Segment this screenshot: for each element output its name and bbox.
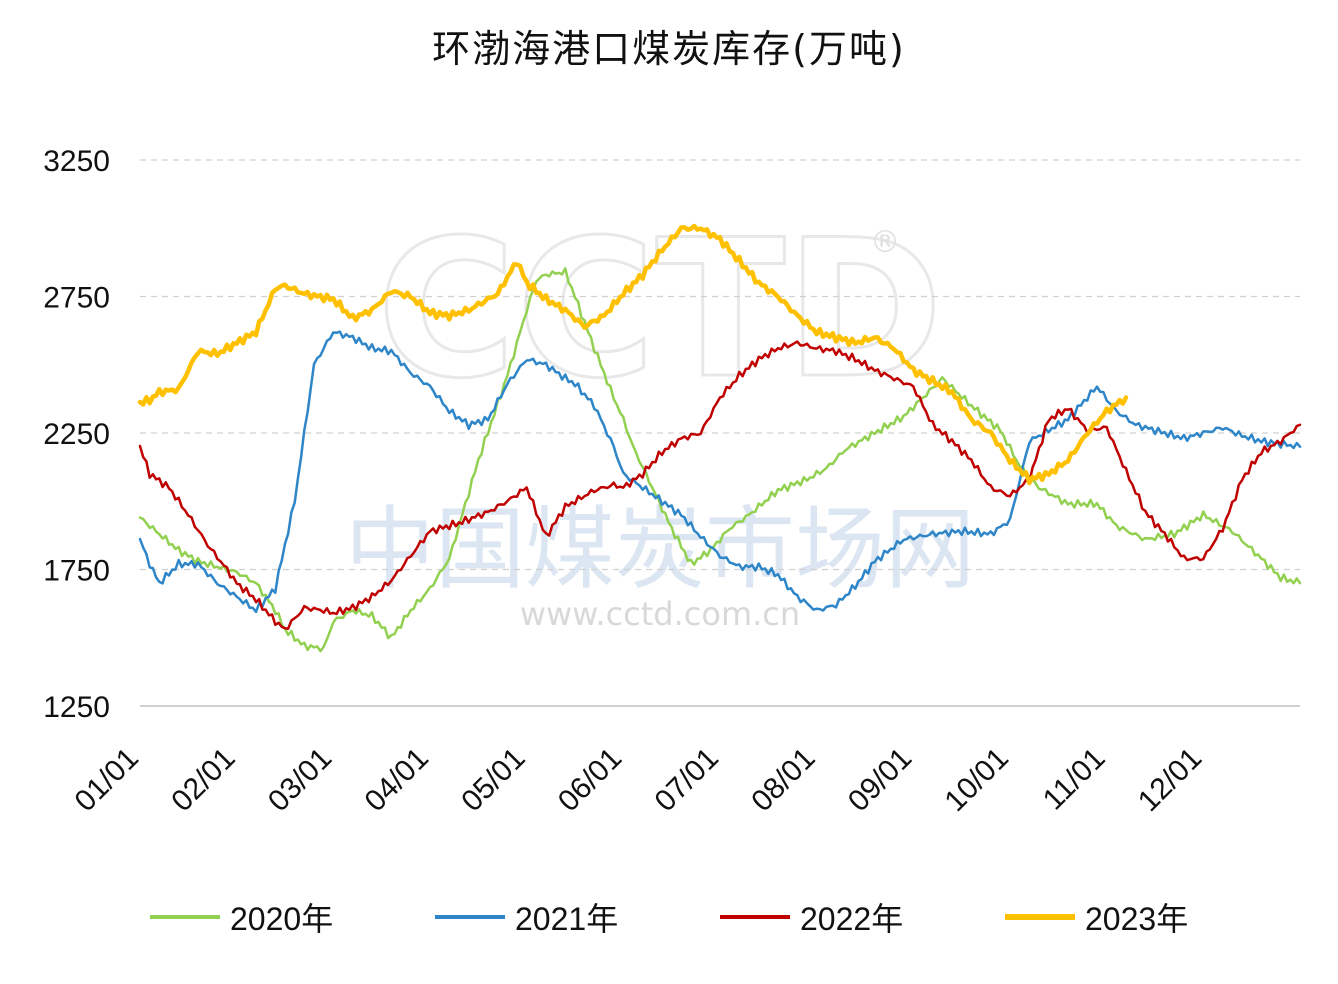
legend-item: 2021年 xyxy=(435,892,618,942)
legend-label: 2020年 xyxy=(230,901,334,937)
chart-title: 环渤海港口煤炭库存(万吨) xyxy=(432,27,906,71)
x-tick-label: 06/01 xyxy=(552,742,628,818)
watermark-logo: CCTD xyxy=(377,199,943,420)
watermark-name: 中国煤炭市场网 xyxy=(345,497,975,602)
x-tick-label: 02/01 xyxy=(165,742,241,818)
legend-swatch xyxy=(720,915,790,919)
legend-swatch xyxy=(435,915,505,919)
x-tick-label: 07/01 xyxy=(649,742,725,818)
series-line-2023年 xyxy=(137,223,1129,486)
legend-label: 2023年 xyxy=(1085,901,1189,937)
series-line-2022年 xyxy=(138,340,1302,630)
y-tick-label: 1750 xyxy=(43,555,110,588)
legend-swatch xyxy=(150,915,220,919)
y-tick-label: 1250 xyxy=(43,691,110,724)
y-tick-label: 2750 xyxy=(43,282,110,315)
legend: 2020年 2021年 2022年 2023年 xyxy=(150,892,1250,942)
x-tick-label: 09/01 xyxy=(842,742,918,818)
series-lines xyxy=(137,223,1302,653)
series-line-2021年 xyxy=(138,330,1302,614)
x-tick-label: 04/01 xyxy=(359,742,435,818)
legend-label: 2021年 xyxy=(515,901,619,937)
x-tick-label: 08/01 xyxy=(745,742,821,818)
x-axis-tick-labels: 01/01 02/01 03/01 04/01 05/01 06/01 07/01 08/01… xyxy=(69,742,1209,818)
series-line-2020年 xyxy=(138,267,1302,653)
x-tick-label: 10/01 xyxy=(939,742,1015,818)
x-tick-label: 03/01 xyxy=(262,742,338,818)
legend-swatch xyxy=(1005,914,1075,920)
y-tick-label: 3250 xyxy=(43,145,110,178)
x-tick-label: 12/01 xyxy=(1132,742,1208,818)
y-tick-label: 2250 xyxy=(43,418,110,451)
legend-item: 2022年 xyxy=(720,892,903,942)
watermark-registered-mark: ® xyxy=(870,225,900,260)
legend-item: 2020年 xyxy=(150,892,333,942)
x-tick-label: 11/01 xyxy=(1037,742,1112,817)
gridlines xyxy=(140,159,1300,707)
legend-item: 2023年 xyxy=(1005,892,1188,942)
x-tick-label: 01/01 xyxy=(69,742,145,818)
y-axis-tick-labels: 1250 1750 2250 2750 3250 xyxy=(43,145,110,724)
watermark-url: www.cctd.com.cn xyxy=(520,595,800,633)
legend-label: 2022年 xyxy=(800,901,904,937)
x-tick-label: 05/01 xyxy=(455,742,531,818)
